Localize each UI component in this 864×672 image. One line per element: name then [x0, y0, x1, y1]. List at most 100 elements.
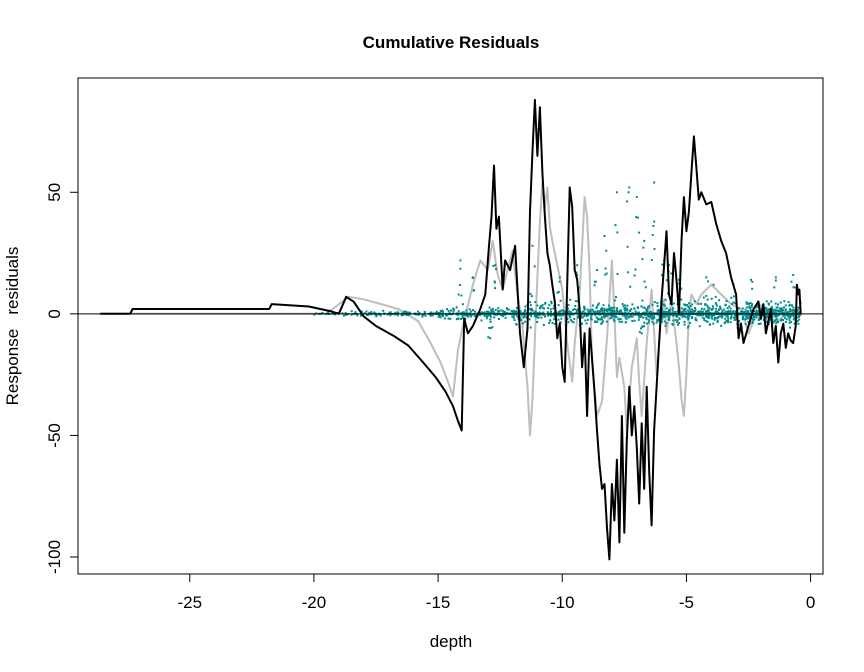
residual-point [483, 313, 486, 316]
residual-point [447, 317, 450, 320]
residual-point [468, 308, 471, 311]
residual-point [651, 320, 654, 323]
residual-point [718, 315, 721, 318]
residual-point [716, 304, 718, 307]
residual-point [618, 317, 621, 320]
residual-point [688, 302, 691, 305]
residual-point [765, 321, 768, 324]
residual-point [462, 311, 465, 314]
residual-point [675, 314, 678, 317]
residual-point [684, 310, 687, 313]
residual-point [367, 313, 370, 316]
residual-point [586, 308, 589, 311]
residual-point [627, 312, 630, 315]
residual-point [600, 316, 603, 319]
residual-point [536, 304, 539, 307]
residual-point [557, 311, 560, 314]
residual-point [653, 301, 656, 304]
residual-point [616, 307, 619, 310]
residual-point [485, 313, 488, 316]
residual-point [729, 317, 732, 320]
residual-point [728, 305, 731, 308]
residual-point [626, 304, 629, 307]
residual-point [611, 309, 614, 312]
residual-point [581, 322, 584, 325]
residual-point [445, 314, 448, 317]
residual-point [493, 311, 496, 314]
residual-point [628, 313, 631, 316]
residual-point [487, 314, 490, 317]
residual-point [522, 322, 524, 325]
residual-point [474, 310, 476, 313]
residual-point [557, 314, 560, 317]
residual-point [441, 309, 444, 312]
residual-point [488, 326, 491, 329]
residual-point [561, 309, 564, 312]
residual-point [597, 302, 600, 305]
residual-point [783, 306, 785, 309]
residual-point [774, 319, 777, 322]
residual-point [592, 304, 594, 307]
residual-point [607, 313, 610, 316]
residual-point [596, 321, 598, 323]
residual-point [457, 317, 460, 320]
residual-point [452, 307, 455, 310]
residual-point [625, 321, 627, 324]
residual-point [620, 309, 623, 312]
residual-point [417, 310, 420, 313]
residual-point [487, 310, 490, 313]
residual-point [716, 319, 719, 322]
residual-point [504, 316, 507, 319]
residual-point [706, 310, 709, 313]
residual-point [630, 315, 633, 318]
residual-point [522, 312, 524, 315]
residual-point [745, 306, 748, 309]
residual-point [727, 317, 730, 320]
residual-point [375, 313, 378, 316]
residual-point [767, 303, 770, 305]
residual-point [345, 313, 348, 316]
residual-point [744, 322, 747, 325]
residual-point [389, 311, 392, 314]
residual-point [602, 304, 605, 307]
residual-point [744, 308, 747, 311]
residual-point [529, 292, 532, 295]
residual-point [776, 320, 779, 323]
residual-point [577, 311, 580, 313]
residual-point [435, 310, 438, 313]
residual-point [513, 319, 516, 322]
residual-point [713, 318, 716, 321]
residual-point [563, 310, 566, 313]
residual-point [689, 309, 692, 312]
residual-point [686, 304, 689, 307]
residual-point [672, 314, 675, 317]
residual-point [524, 305, 527, 308]
residual-point [701, 316, 704, 319]
residual-point [784, 313, 787, 316]
residual-point [644, 312, 647, 315]
residual-point [700, 310, 703, 313]
residual-point [762, 314, 765, 317]
residual-point [794, 312, 796, 315]
residual-point [430, 311, 433, 314]
residual-point [389, 314, 392, 317]
residual-point [567, 304, 570, 307]
residual-point [550, 302, 553, 305]
residual-point [614, 224, 617, 227]
residual-point [689, 322, 691, 325]
residual-point [641, 299, 644, 302]
residual-point [684, 304, 687, 307]
residual-point [637, 311, 640, 314]
residual-point [416, 313, 419, 316]
residual-point [609, 309, 612, 312]
residual-point [661, 308, 664, 311]
residual-point [556, 291, 559, 294]
residual-point [687, 325, 690, 328]
residual-point [490, 315, 492, 318]
residual-point [497, 307, 500, 310]
residual-point [403, 311, 406, 314]
residual-point [793, 286, 796, 289]
residual-point [779, 301, 782, 304]
residual-point [792, 286, 795, 289]
